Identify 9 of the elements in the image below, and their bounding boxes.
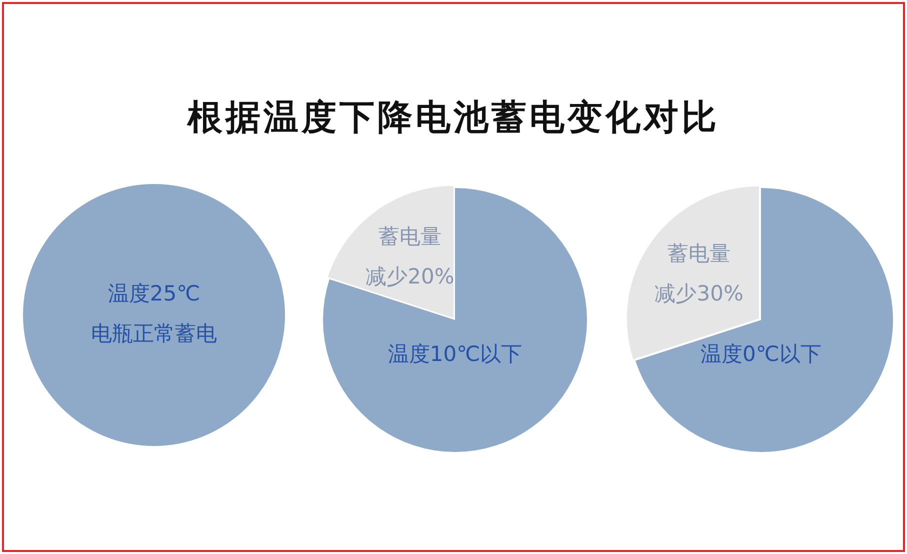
text: 电瓶正常蓄电 (91, 321, 217, 346)
slice-label: 温度0℃以下 (700, 342, 822, 366)
data-label: 减少30% (654, 281, 744, 306)
data-label: 减少20% (366, 264, 454, 288)
text: 根据温度下降电池蓄电变化对比 (186, 97, 720, 140)
slice-label: 温度10℃以下 (388, 342, 522, 366)
slice-label: 蓄电量 (378, 224, 442, 249)
slice-label: 蓄电量 (668, 242, 731, 266)
slice-label: 温度25℃ (108, 282, 200, 306)
